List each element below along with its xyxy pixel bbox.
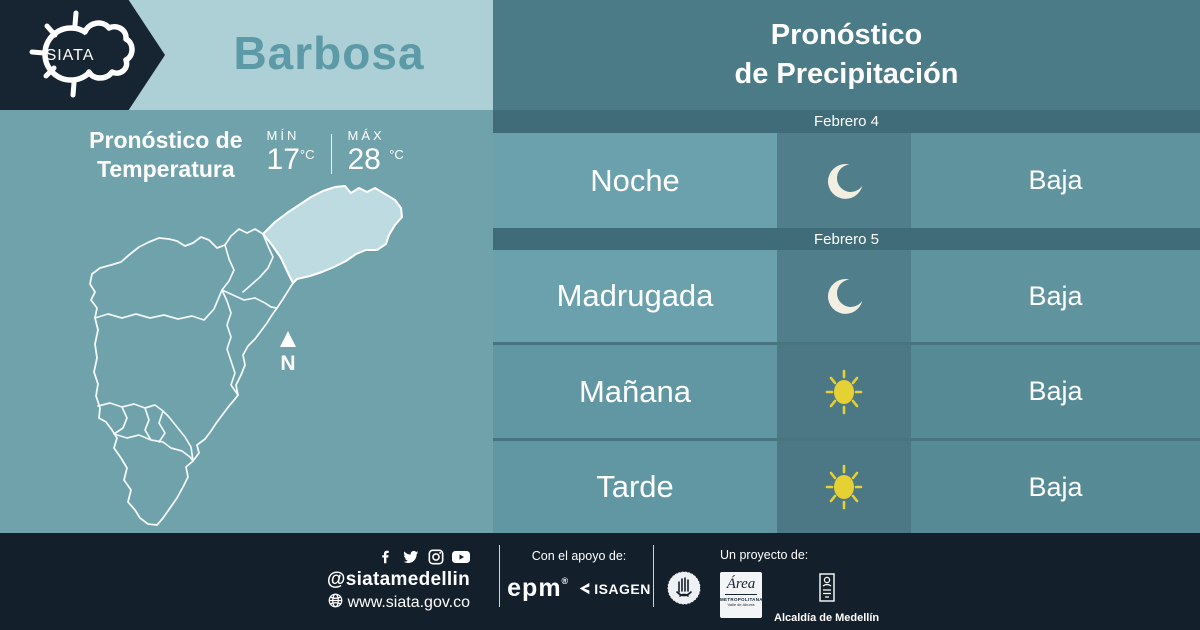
precip-level: Baja <box>911 133 1200 228</box>
globe-icon <box>328 593 343 613</box>
alcaldia-emblem-icon <box>818 573 835 602</box>
period-label: Noche <box>493 133 777 228</box>
left-header: SIATA Barbosa <box>0 0 493 110</box>
social-block: @siatamedellin www.siata.gov.co <box>327 548 470 613</box>
temperature-divider <box>330 134 332 174</box>
facebook-icon[interactable] <box>379 549 394 565</box>
social-handle[interactable]: @siatamedellin <box>326 569 470 590</box>
precip-level: Baja <box>911 345 1200 438</box>
forecast-row-madrugada: Madrugada Baja <box>493 250 1200 342</box>
precipitation-title: Pronóstico de Precipitación <box>493 0 1200 110</box>
youtube-icon[interactable] <box>452 550 470 564</box>
project-label: Un proyecto de: <box>720 548 809 562</box>
footer-divider <box>653 545 654 607</box>
twitter-icon[interactable] <box>402 549 420 565</box>
forecast-row-noche: Noche Baja <box>493 133 1200 228</box>
compass-label: N <box>280 352 295 375</box>
footer: @siatamedellin www.siata.gov.co Con el a… <box>0 533 1200 630</box>
precip-level: Baja <box>911 441 1200 533</box>
isagen-mark-icon <box>579 582 590 595</box>
epm-logo: epm® <box>507 574 570 602</box>
period-label: Tarde <box>493 441 777 533</box>
instagram-icon[interactable] <box>428 549 444 565</box>
north-compass: N <box>280 331 296 375</box>
weather-icon-cell <box>777 133 911 228</box>
area-metropolitana-logo: Área METROPOLITANA Valle de Aburrá <box>720 572 763 618</box>
left-panel: SIATA Barbosa N Pronósti <box>0 0 493 533</box>
precip-level: Baja <box>911 250 1200 342</box>
forecast-row-manana: Mañana Baja <box>493 345 1200 438</box>
university-emblem-logo <box>666 570 702 611</box>
temperature-max: MÁX 28 °C <box>347 128 404 176</box>
siata-logo-text: SIATA <box>46 47 95 64</box>
period-label: Madrugada <box>493 250 777 342</box>
map-highlight-barbosa <box>262 185 403 284</box>
weather-icon-cell <box>777 250 911 342</box>
support-block: Con el apoyo de: epm® ISAGEN <box>507 549 651 602</box>
sun-icon <box>820 368 868 416</box>
map-panel: N Pronóstico de Temperatura MÍN 17°C MÁX <box>0 110 493 533</box>
support-label: Con el apoyo de: <box>531 549 627 563</box>
siata-sun-cloud-icon: SIATA <box>29 10 135 98</box>
weather-icon-cell <box>777 441 911 533</box>
aburra-valley-map: N <box>89 185 403 526</box>
date-strip-febrero-5: Febrero 5 <box>493 228 1200 250</box>
moon-icon <box>822 274 866 318</box>
alcaldia-medellin-logo: Alcaldía de Medellín <box>774 572 879 624</box>
footer-divider <box>499 545 500 607</box>
siata-logo-block: SIATA <box>0 0 165 110</box>
temperature-forecast: Pronóstico de Temperatura MÍN 17°C MÁX 2… <box>0 126 493 184</box>
website-link[interactable]: www.siata.gov.co <box>327 593 470 613</box>
moon-icon <box>822 159 866 203</box>
forecast-row-tarde: Tarde Baja <box>493 441 1200 533</box>
temperature-title: Pronóstico de Temperatura <box>89 127 243 182</box>
isagen-logo: ISAGEN <box>578 581 651 597</box>
weather-icon-cell <box>777 345 911 438</box>
period-label: Mañana <box>493 345 777 438</box>
date-strip-febrero-4: Febrero 4 <box>493 110 1200 133</box>
temperature-min: MÍN 17°C <box>266 128 315 176</box>
sun-icon <box>820 463 868 511</box>
precipitation-panel: Pronóstico de Precipitación Febrero 4 No… <box>493 0 1200 533</box>
page-title: Barbosa <box>233 27 425 79</box>
project-block: Un proyecto de: Área METROPOLITANA Valle… <box>720 548 879 624</box>
